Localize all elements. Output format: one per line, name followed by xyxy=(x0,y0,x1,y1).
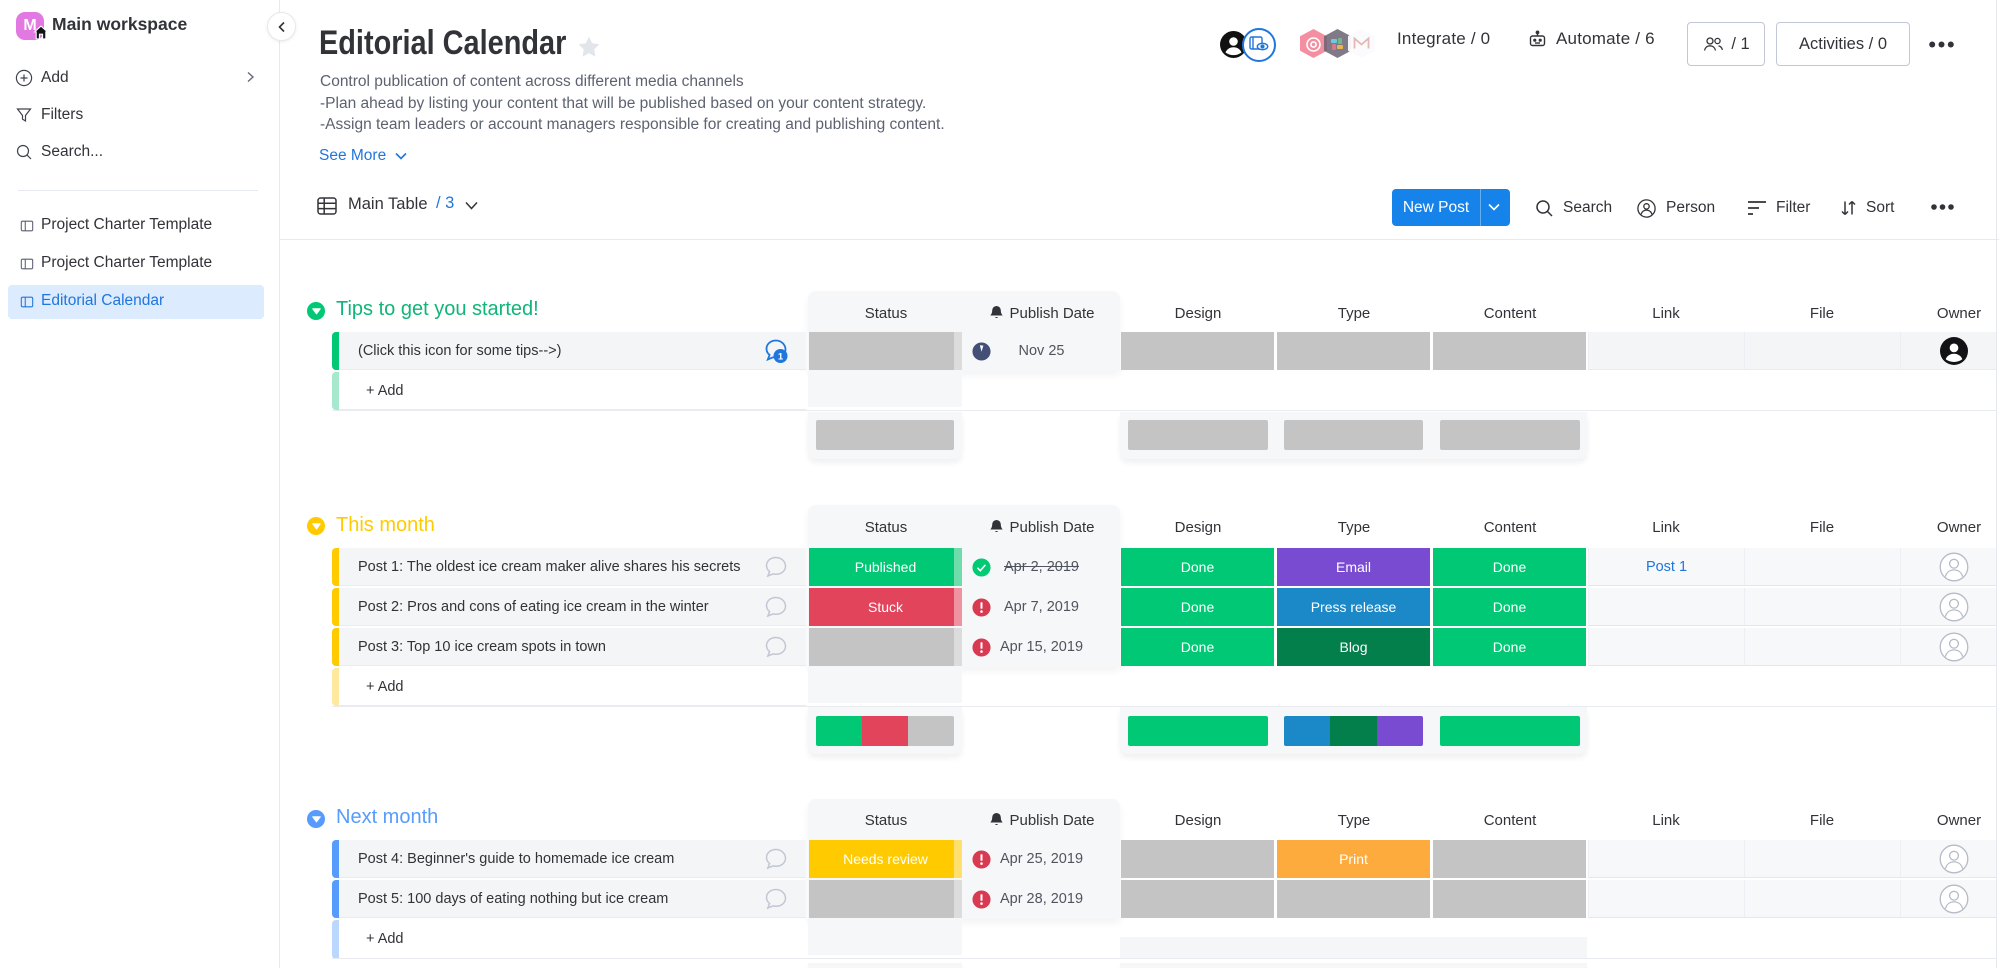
svg-text:1: 1 xyxy=(778,351,784,362)
